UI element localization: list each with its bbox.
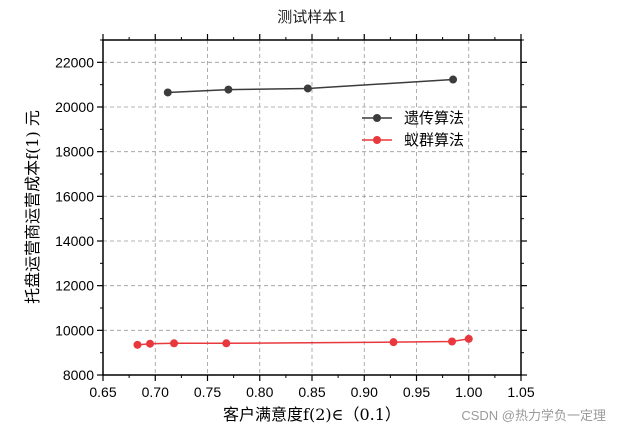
data-point-series-2 [146,339,155,348]
data-point-series-2 [389,338,398,347]
data-point-series-1 [449,75,458,84]
legend-label-series-2: 蚁群算法 [404,131,464,149]
x-axis-ticks: 0.65 0.70 0.75 0.80 0.85 0.90 0.95 1.00 1.05 [89,34,535,400]
data-point-series-2 [448,337,457,346]
series-line-2 [137,338,469,346]
data-point-series-1 [163,88,172,97]
watermark: CSDN @热力学负一定理 [461,408,606,423]
x-tick-label: 0.85 [298,384,325,400]
y-tick-label: 14000 [55,233,94,249]
x-tick-label: 1.05 [507,384,534,400]
data-point-series-2 [170,339,179,348]
x-tick-label: 1.00 [455,384,482,400]
x-tick-label: 0.65 [89,384,116,400]
x-tick-label: 0.80 [246,384,273,400]
legend-marker-series-2 [373,136,381,144]
series-line-1 [167,78,454,94]
y-tick-label: 12000 [55,278,94,294]
y-tick-label: 10000 [55,322,94,338]
y-tick-label: 16000 [55,188,94,204]
data-point-series-1 [224,85,233,94]
x-axis-title: 客户满意度f(2)∈（0.1） [223,405,401,424]
series-layer [133,75,473,349]
legend-marker-series-1 [373,114,381,122]
x-tick-label: 0.70 [142,384,169,400]
data-point-series-2 [464,334,473,343]
x-tick-label: 0.90 [351,384,378,400]
legend-label-series-1: 遗传算法 [404,109,464,127]
y-tick-label: 8000 [63,367,94,383]
y-tick-label: 22000 [55,54,94,70]
x-tick-label: 0.95 [403,384,430,400]
x-tick-label: 0.75 [194,384,221,400]
legend: 遗传算法 蚁群算法 [362,109,464,149]
y-axis-ticks: 8000 10000 12000 14000 16000 18000 20000 22000 [55,54,527,383]
y-axis-title: 托盘运营商运营成本f(1) 元 [23,110,42,304]
legend-item-series-2: 蚁群算法 [362,131,464,149]
y-tick-label: 20000 [55,99,94,115]
plot-frame [102,39,522,376]
y-tick-label: 18000 [55,144,94,160]
data-point-series-2 [133,340,142,349]
data-point-series-1 [303,84,312,93]
chart-title: 测试样本1 [277,8,347,26]
data-point-series-2 [222,339,231,348]
legend-item-series-1: 遗传算法 [362,109,464,127]
